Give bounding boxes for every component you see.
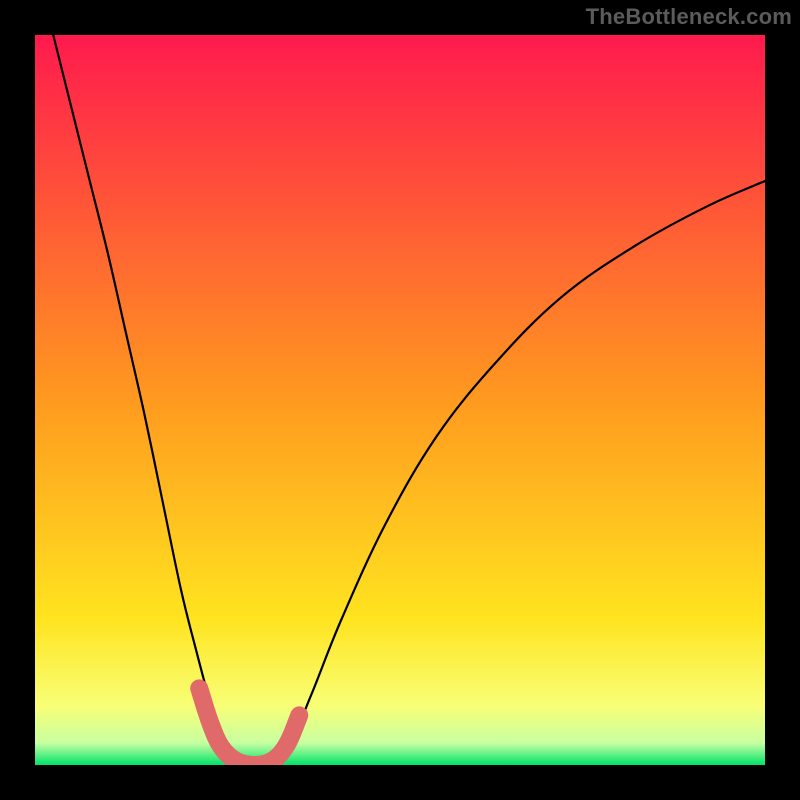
- chart-canvas: TheBottleneck.com: [0, 0, 800, 800]
- plot-area: [35, 35, 765, 765]
- optimal-marker: [35, 35, 765, 765]
- attribution-text: TheBottleneck.com: [586, 4, 792, 30]
